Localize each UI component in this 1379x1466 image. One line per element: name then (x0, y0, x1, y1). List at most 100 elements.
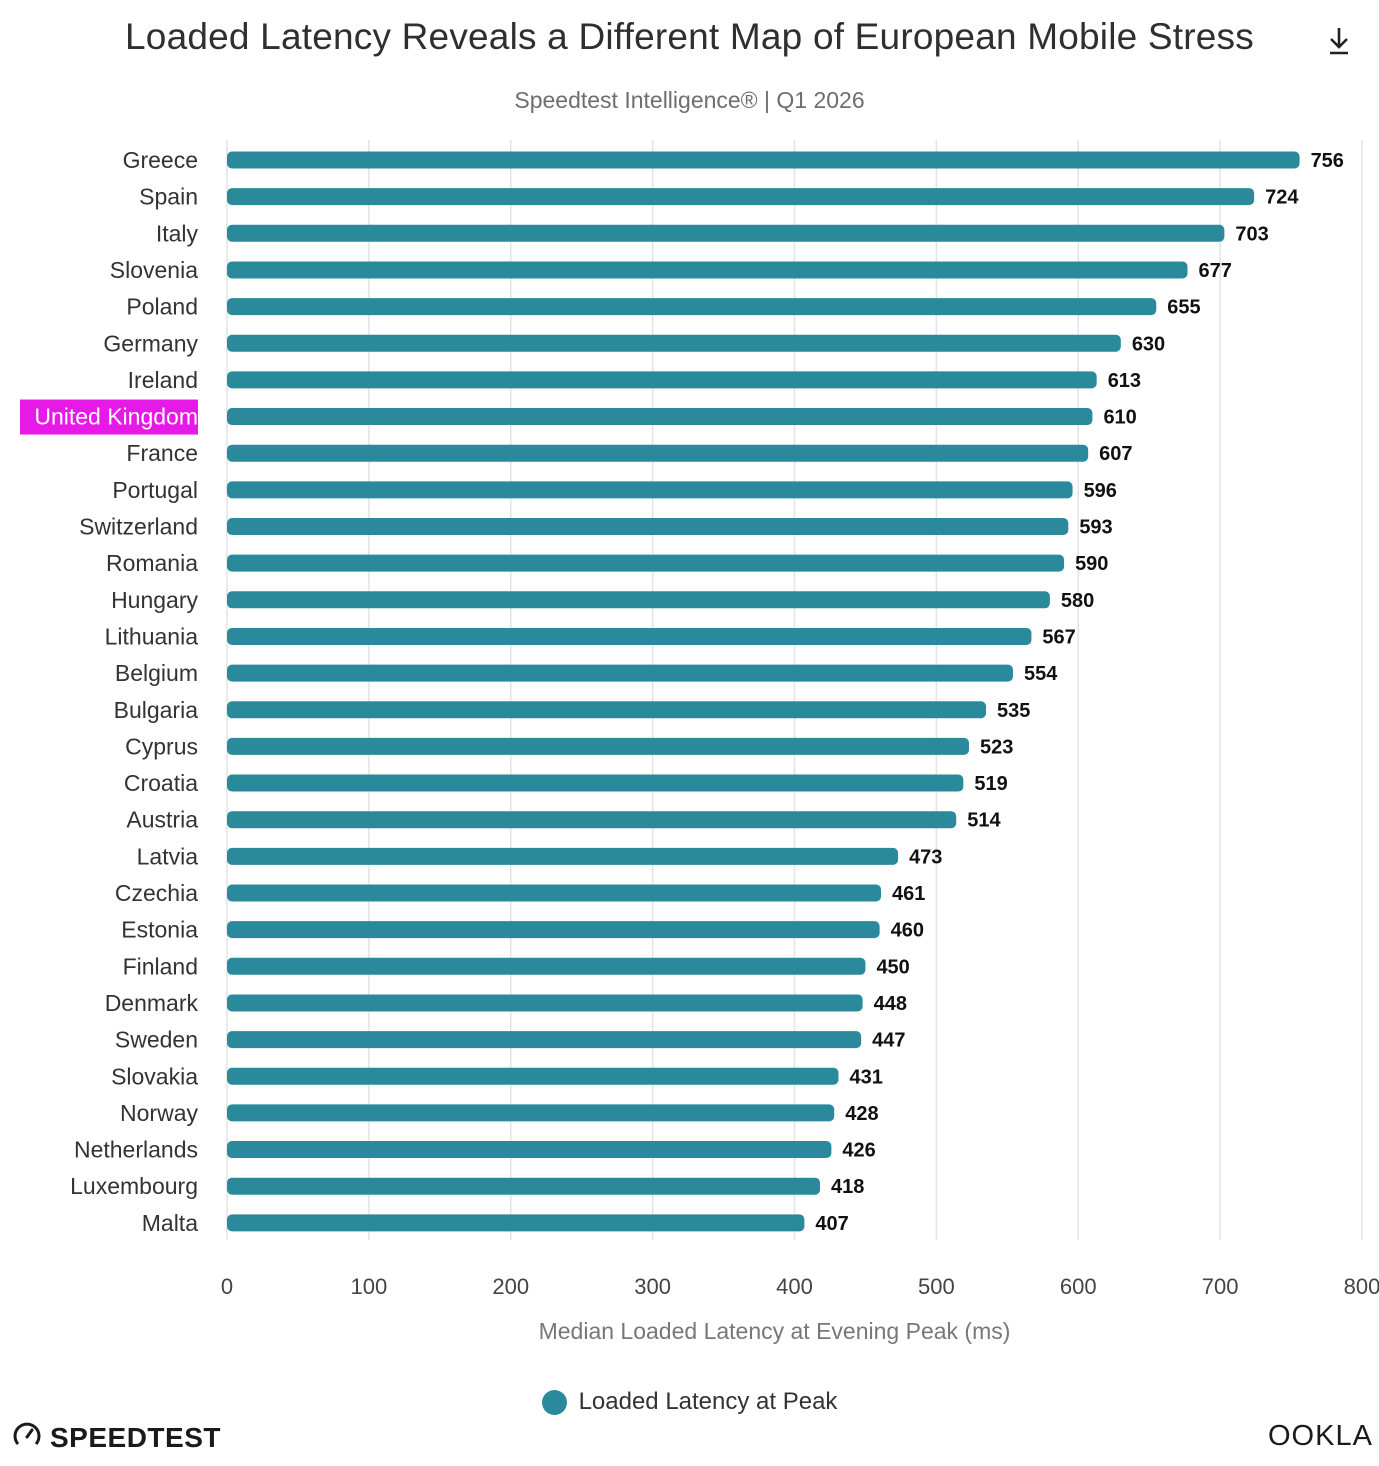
data-label: 461 (892, 883, 925, 905)
data-label: 450 (876, 956, 909, 978)
bar (227, 188, 1255, 206)
category-label: Croatia (124, 770, 198, 796)
x-tick-label: 800 (1344, 1274, 1379, 1299)
category-label: Latvia (137, 843, 199, 869)
x-tick-label: 700 (1202, 1274, 1239, 1299)
bar (227, 1141, 832, 1159)
bar (227, 444, 1089, 462)
category-label: Bulgaria (114, 697, 199, 723)
bar (227, 261, 1188, 279)
data-label: 523 (980, 736, 1013, 758)
data-label: 535 (997, 700, 1030, 722)
x-tick-label: 300 (634, 1274, 671, 1299)
category-label: France (126, 440, 198, 466)
data-label: 756 (1311, 150, 1344, 172)
data-label: 514 (967, 810, 1001, 832)
data-label: 590 (1075, 553, 1108, 575)
bar (227, 921, 880, 939)
legend: Loaded Latency at Peak (0, 1388, 1379, 1416)
page-title: Loaded Latency Reveals a Different Map o… (125, 16, 1254, 57)
x-axis-label: Median Loaded Latency at Evening Peak (m… (539, 1318, 1011, 1344)
bar (227, 774, 964, 792)
category-label: Lithuania (105, 623, 199, 649)
bar (227, 957, 866, 975)
data-label: 567 (1042, 626, 1075, 648)
bar (227, 371, 1097, 389)
legend-swatch (541, 1389, 567, 1415)
data-label: 677 (1198, 260, 1231, 282)
bar (227, 701, 987, 719)
bar (227, 298, 1157, 316)
x-tick-label: 0 (221, 1274, 233, 1299)
category-label: Luxembourg (70, 1173, 198, 1199)
bar (227, 1067, 839, 1085)
category-label: Belgium (115, 660, 198, 686)
data-label: 630 (1132, 333, 1165, 355)
category-highlight (20, 399, 198, 435)
category-label: United Kingdom (34, 404, 198, 430)
legend-label: Loaded Latency at Peak (578, 1388, 838, 1415)
data-label: 418 (831, 1176, 864, 1198)
category-label: Cyprus (125, 733, 198, 759)
ookla-logo: OOKLA (1268, 1420, 1373, 1452)
bar (227, 847, 899, 865)
data-label: 593 (1079, 517, 1112, 539)
category-label: Denmark (105, 990, 199, 1016)
bar (227, 481, 1073, 499)
data-label: 428 (845, 1103, 878, 1125)
data-label: 703 (1235, 223, 1268, 245)
category-label: Czechia (115, 880, 198, 906)
data-label: 519 (974, 773, 1007, 795)
x-tick-label: 600 (1060, 1274, 1097, 1299)
speedtest-wordmark: SPEEDTEST (50, 1421, 221, 1453)
speedtest-logo: SPEEDTEST (12, 1420, 221, 1455)
bar (227, 1214, 805, 1232)
bar (227, 1177, 821, 1195)
data-label: 460 (891, 920, 924, 942)
data-label: 655 (1167, 297, 1200, 319)
bar (227, 224, 1225, 242)
category-label: Germany (103, 330, 198, 356)
download-icon[interactable] (1324, 24, 1354, 58)
data-label: 431 (849, 1066, 882, 1088)
bar (227, 1031, 862, 1049)
data-label: 473 (909, 846, 942, 868)
page-subtitle: Speedtest Intelligence® | Q1 2026 (514, 87, 865, 113)
speedometer-icon (12, 1420, 42, 1455)
x-tick-label: 100 (351, 1274, 388, 1299)
data-label: 724 (1265, 187, 1299, 209)
bar (227, 408, 1093, 426)
category-label: Estonia (121, 917, 198, 943)
category-label: Sweden (115, 1027, 198, 1053)
category-label: Poland (126, 294, 198, 320)
x-tick-label: 500 (918, 1274, 955, 1299)
category-label: Slovakia (111, 1063, 198, 1089)
category-label: Italy (156, 220, 199, 246)
data-label: 607 (1099, 443, 1132, 465)
category-label: Switzerland (79, 514, 198, 540)
bar-chart: 0 100 200 300 400 500 600 700 800 Median Loaded L… (20, 140, 1379, 1344)
category-label: Finland (123, 953, 198, 979)
category-label: Austria (126, 807, 198, 833)
data-label: 610 (1103, 407, 1136, 429)
bar (227, 518, 1069, 535)
data-label: 596 (1084, 480, 1117, 502)
bar (227, 591, 1050, 609)
bar (227, 664, 1013, 682)
category-label: Hungary (111, 587, 198, 613)
data-label: 613 (1108, 370, 1141, 392)
bar (227, 737, 970, 755)
category-label: Romania (106, 550, 198, 576)
category-label: Netherlands (74, 1137, 198, 1163)
data-label: 580 (1061, 590, 1094, 612)
x-tick-label: 200 (492, 1274, 529, 1299)
bar (227, 334, 1121, 352)
bar (227, 994, 863, 1012)
bar (227, 554, 1065, 572)
category-label: Norway (120, 1100, 198, 1126)
bar (227, 151, 1300, 169)
bar (227, 811, 957, 829)
x-tick-label: 400 (776, 1274, 813, 1299)
category-label: Greece (123, 147, 198, 173)
category-label: Slovenia (110, 257, 198, 283)
